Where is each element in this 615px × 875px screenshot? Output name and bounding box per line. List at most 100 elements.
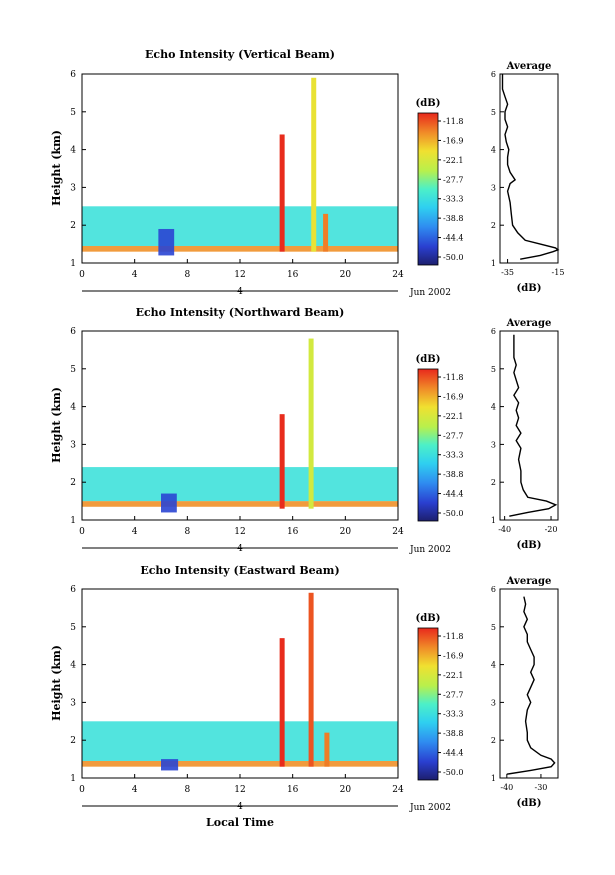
- colorbar-tick-label: -16.9: [443, 136, 464, 145]
- colorbar-tick-label: -44.4: [443, 234, 464, 243]
- y-tick-label: 1: [70, 516, 76, 526]
- y-axis-label: Height (km): [50, 387, 63, 463]
- date-label: Jun 2002: [409, 545, 451, 555]
- avg-frame: [499, 330, 559, 521]
- colorbar-tick-label: -11.8: [443, 117, 464, 126]
- avg-y-tick-label: 4: [491, 661, 496, 670]
- colorbar-tick-label: -11.8: [443, 632, 464, 641]
- colorbar-tick-label: -16.9: [443, 392, 464, 401]
- average-profile: Average 1 2 3 4 5 6 -40 -30 (dB): [491, 576, 559, 809]
- y-axis-label: Height (km): [50, 130, 63, 206]
- avg-y-tick-label: 5: [491, 623, 496, 632]
- echo-column: [308, 338, 314, 509]
- echo-layer: [82, 206, 398, 246]
- panel-northward-beam: Echo Intensity (Northward Beam) Height (…: [50, 306, 559, 555]
- echo-layer: [82, 760, 398, 767]
- avg-frame: [499, 73, 559, 264]
- y-tick-label: 2: [70, 221, 76, 231]
- y-tick-label: 3: [70, 183, 76, 193]
- x-tick-label: 8: [184, 270, 190, 280]
- echo-column: [323, 213, 329, 252]
- colorbar-tick-label: -44.4: [443, 490, 464, 499]
- x-tick-label: 12: [234, 785, 245, 795]
- colorbar-tick-label: -22.1: [443, 412, 464, 421]
- echo-layer: [82, 467, 398, 502]
- x-tick-label: 12: [234, 270, 245, 280]
- x-tick-label: 20: [340, 785, 352, 795]
- avg-x-label: (dB): [517, 798, 542, 809]
- y-tick-label: 3: [70, 440, 76, 450]
- colorbar-gradient: [417, 112, 439, 266]
- avg-x-tick-label: -40: [500, 783, 513, 792]
- colorbar-tick-label: -27.7: [443, 431, 464, 440]
- y-tick-label: 5: [70, 108, 76, 118]
- avg-frame: [499, 588, 559, 779]
- colorbar-unit: (dB): [416, 98, 441, 109]
- colorbar-unit: (dB): [416, 354, 441, 365]
- panel-title: Echo Intensity (Eastward Beam): [140, 564, 339, 577]
- colorbar-tick-label: -38.8: [443, 470, 464, 479]
- y-tick-label: 3: [70, 698, 76, 708]
- x-axis: 0 4 8 12 16 20 24: [79, 774, 404, 795]
- x-tick-label: 12: [234, 527, 245, 537]
- echo-layer: [82, 501, 398, 507]
- x-axis-label: Local Time: [206, 816, 274, 829]
- colorbar-tick-label: -33.3: [443, 195, 464, 204]
- avg-profile-line: [506, 596, 556, 775]
- colorbar-tick-label: -27.7: [443, 690, 464, 699]
- heatmap-area: [82, 592, 398, 771]
- avg-y-tick-label: 6: [491, 70, 496, 79]
- avg-y-tick-label: 3: [491, 440, 496, 449]
- x-tick-label: 4: [132, 785, 138, 795]
- x-tick-label: 8: [184, 785, 190, 795]
- date-label: Jun 2002: [409, 288, 451, 298]
- x-tick-label: 24: [392, 527, 404, 537]
- avg-title: Average: [506, 576, 552, 587]
- colorbar: (dB)-11.8 -16.9 -22.1 -27.7 -33.3 -38.8 -44.4 -…: [416, 354, 464, 522]
- x-tick-label: 24: [392, 785, 404, 795]
- panel-title: Echo Intensity (Northward Beam): [136, 306, 345, 319]
- colorbar-gradient: [417, 627, 439, 781]
- echo-column: [308, 592, 314, 767]
- echo-column: [279, 414, 285, 509]
- average-profile: Average 1 2 3 4 5 6 -35 -15 (dB): [491, 61, 565, 294]
- avg-y-tick-label: 2: [491, 478, 496, 487]
- heatmap-area: [82, 77, 398, 256]
- avg-x-label: (dB): [517, 283, 542, 294]
- avg-y-tick-label: 1: [491, 259, 496, 268]
- avg-y-tick-label: 1: [491, 516, 496, 525]
- heatmap-area: [82, 338, 398, 513]
- colorbar-tick-label: -22.1: [443, 156, 464, 165]
- avg-x-tick-label: -20: [545, 525, 558, 534]
- x-tick-label: 0: [79, 785, 85, 795]
- avg-x-label: (dB): [517, 540, 542, 551]
- colorbar-unit: (dB): [416, 613, 441, 624]
- colorbar-tick-label: -33.3: [443, 451, 464, 460]
- day-label: 4: [237, 802, 243, 812]
- echo-layer: [161, 493, 177, 513]
- avg-y-tick-label: 4: [491, 146, 496, 155]
- y-tick-label: 4: [70, 661, 76, 671]
- colorbar-tick-label: -50.0: [443, 768, 464, 777]
- y-tick-label: 1: [70, 774, 76, 784]
- y-tick-label: 5: [70, 365, 76, 375]
- y-tick-label: 5: [70, 623, 76, 633]
- avg-x-tick-label: -40: [498, 525, 511, 534]
- x-axis: 0 4 8 12 16 20 24: [79, 259, 404, 280]
- x-tick-label: 0: [79, 527, 85, 537]
- x-tick-label: 4: [132, 270, 138, 280]
- x-tick-label: 4: [132, 527, 138, 537]
- echo-layer: [82, 721, 398, 761]
- x-tick-label: 24: [392, 270, 404, 280]
- day-label: 4: [237, 287, 243, 297]
- y-axis-label: Height (km): [50, 645, 63, 721]
- date-axis: 4 Jun 2002: [82, 287, 451, 298]
- avg-y-tick-label: 1: [491, 774, 496, 783]
- echo-column: [311, 77, 317, 252]
- avg-x-tick-label: -30: [534, 783, 547, 792]
- avg-y-tick-label: 2: [491, 736, 496, 745]
- echo-column: [324, 732, 330, 767]
- colorbar-tick-label: -50.0: [443, 253, 464, 262]
- colorbar-tick-label: -44.4: [443, 749, 464, 758]
